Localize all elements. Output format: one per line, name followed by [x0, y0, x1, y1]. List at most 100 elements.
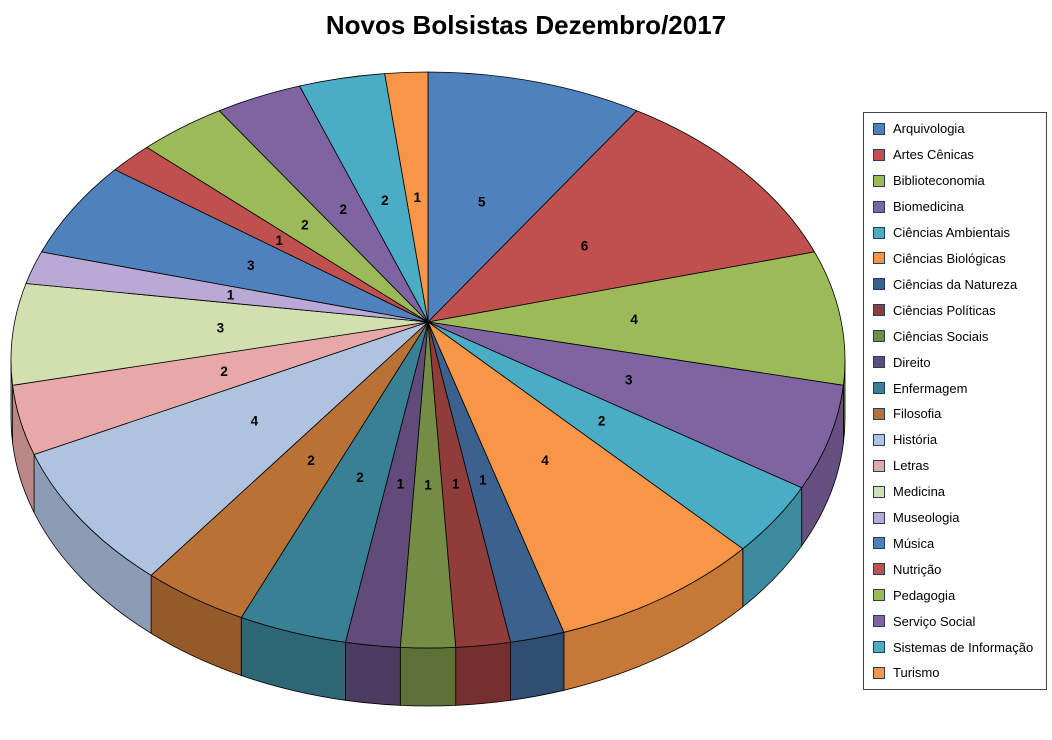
- pie-slice-wall-9: [345, 641, 401, 706]
- pie-slice-wall-7: [455, 641, 511, 706]
- pie-slice-21: [384, 71, 429, 323]
- legend-item-18: Pedagogia: [873, 589, 1044, 602]
- legend-label-8: Ciências Sociais: [893, 328, 989, 344]
- legend-swatch-1: [873, 148, 885, 161]
- chart-title: Novos Bolsistas Dezembro/2017: [325, 10, 727, 40]
- slice-label-8: 1: [424, 478, 432, 493]
- legend-label-13: Letras: [893, 458, 930, 474]
- slice-label-10: 2: [356, 470, 364, 485]
- legend-swatch-17: [873, 563, 885, 576]
- slice-label-4: 2: [598, 413, 606, 428]
- legend-swatch-15: [873, 511, 885, 524]
- pie-slice-wall-8: [399, 646, 457, 707]
- legend-label-17: Nutrição: [893, 561, 942, 577]
- legend-label-18: Pedagogia: [893, 587, 956, 603]
- pie-slice-14: [10, 283, 429, 386]
- legend-item-2: Biblioteconomia: [873, 174, 1044, 187]
- legend-swatch-7: [873, 304, 885, 317]
- legend-swatch-19: [873, 615, 885, 628]
- legend-item-19: Serviço Social: [873, 615, 1044, 628]
- slice-label-20: 2: [381, 193, 389, 208]
- pie-top-faces: [10, 71, 846, 649]
- legend-label-16: Música: [893, 535, 935, 551]
- legend-item-1: Artes Cênicas: [873, 148, 1044, 161]
- slice-label-16: 3: [247, 258, 255, 273]
- legend-swatch-2: [873, 174, 885, 187]
- legend-label-10: Enfermagem: [893, 380, 968, 396]
- legend-swatch-9: [873, 356, 885, 369]
- slice-label-5: 4: [541, 453, 549, 468]
- slice-label-9: 1: [397, 476, 405, 491]
- pie-slice-0: [427, 71, 638, 323]
- legend-label-4: Ciências Ambientais: [893, 225, 1011, 241]
- legend-item-7: Ciências Políticas: [873, 304, 1044, 317]
- slice-label-2: 4: [630, 312, 638, 327]
- slice-label-15: 1: [227, 287, 235, 302]
- legend-item-4: Ciências Ambientais: [873, 226, 1044, 239]
- legend-label-7: Ciências Políticas: [893, 302, 996, 318]
- legend-item-17: Nutrição: [873, 563, 1044, 576]
- legend-item-13: Letras: [873, 459, 1044, 472]
- legend-item-12: História: [873, 433, 1044, 446]
- legend-label-14: Medicina: [893, 484, 946, 500]
- legend-label-19: Serviço Social: [893, 613, 976, 629]
- legend-item-3: Biomedicina: [873, 200, 1044, 213]
- slice-label-19: 2: [340, 202, 348, 217]
- pie-slice-3: [427, 321, 844, 489]
- slice-label-11: 2: [307, 453, 315, 468]
- slice-label-13: 2: [220, 364, 228, 379]
- legend-swatch-12: [873, 433, 885, 446]
- slice-label-7: 1: [452, 476, 460, 491]
- legend-swatch-6: [873, 278, 885, 291]
- legend-swatch-4: [873, 226, 885, 239]
- legend: Arquivologia Artes Cênicas Biblioteconomia…: [863, 112, 1047, 690]
- legend-label-12: História: [893, 432, 938, 448]
- pie-slice-16: [41, 169, 429, 323]
- legend-item-11: Filosofia: [873, 407, 1044, 420]
- legend-swatch-11: [873, 407, 885, 420]
- legend-swatch-5: [873, 252, 885, 265]
- legend-swatch-3: [873, 200, 885, 213]
- pie-slice-2: [427, 251, 846, 386]
- legend-item-21: Turismo: [873, 666, 1044, 679]
- pie-side-walls: [10, 359, 846, 707]
- slice-label-14: 3: [217, 320, 225, 335]
- legend-label-20: Sistemas de Informação: [893, 639, 1034, 655]
- legend-swatch-21: [873, 666, 885, 679]
- legend-swatch-16: [873, 537, 885, 550]
- legend-label-6: Ciências da Natureza: [893, 276, 1018, 292]
- legend-label-9: Direito: [893, 354, 931, 370]
- legend-label-3: Biomedicina: [893, 199, 964, 215]
- slice-label-21: 1: [413, 190, 421, 205]
- pie-slice-5: [427, 321, 744, 633]
- slice-label-18: 2: [301, 218, 309, 233]
- pie-slice-wall-6: [510, 631, 565, 701]
- legend-item-15: Museologia: [873, 511, 1044, 524]
- legend-label-0: Arquivologia: [893, 121, 965, 137]
- legend-item-8: Ciências Sociais: [873, 330, 1044, 343]
- legend-label-15: Museologia: [893, 510, 960, 526]
- legend-label-1: Artes Cênicas: [893, 147, 974, 163]
- slice-label-12: 4: [251, 413, 259, 428]
- legend-item-10: Enfermagem: [873, 382, 1044, 395]
- legend-item-0: Arquivologia: [873, 122, 1044, 135]
- legend-swatch-8: [873, 330, 885, 343]
- legend-swatch-13: [873, 459, 885, 472]
- slice-label-17: 1: [276, 233, 284, 248]
- legend-item-9: Direito: [873, 356, 1044, 369]
- legend-label-5: Ciências Biológicas: [893, 250, 1006, 266]
- legend-item-6: Ciências da Natureza: [873, 278, 1044, 291]
- legend-swatch-14: [873, 485, 885, 498]
- legend-swatch-20: [873, 641, 885, 654]
- slice-label-0: 5: [478, 195, 486, 210]
- legend-item-14: Medicina: [873, 485, 1044, 498]
- slice-label-6: 1: [479, 473, 487, 488]
- pie-slice-12: [33, 321, 429, 576]
- legend-swatch-18: [873, 589, 885, 602]
- legend-item-16: Música: [873, 537, 1044, 550]
- legend-swatch-0: [873, 122, 885, 135]
- slice-label-1: 6: [581, 239, 589, 254]
- legend-label-21: Turismo: [893, 665, 940, 681]
